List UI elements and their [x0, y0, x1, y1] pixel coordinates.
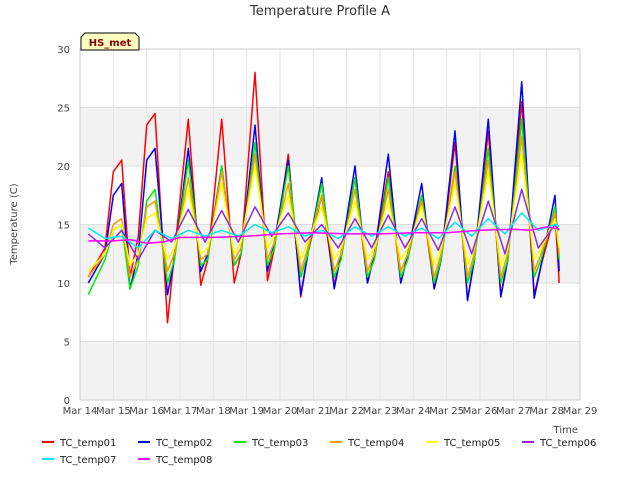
legend-item: TC_temp03 [234, 438, 308, 449]
plot-band [80, 341, 580, 400]
legend-item: TC_temp07 [42, 455, 116, 466]
plot-band [80, 283, 580, 342]
x-tick-label: Mar 15 [96, 406, 131, 417]
legend-label: TC_temp06 [539, 438, 596, 449]
plot-band [80, 166, 580, 225]
x-tick-label: Mar 27 [496, 406, 531, 417]
series-line-tc-temp05 [87, 153, 560, 272]
legend-item: TC_temp06 [522, 438, 596, 449]
x-tick-label: Mar 14 [63, 406, 98, 417]
legend-label: TC_temp03 [251, 438, 308, 449]
x-tick-label: Mar 19 [229, 406, 264, 417]
x-tick-label: Mar 29 [563, 406, 598, 417]
series-line-tc-temp08 [88, 226, 560, 244]
plot-band [80, 107, 580, 166]
station-label: HS_met [89, 38, 132, 49]
series-line-tc-temp02 [87, 81, 560, 302]
plot-band [80, 49, 580, 108]
x-tick-label: Mar 16 [129, 406, 164, 417]
legend-label: TC_temp01 [59, 438, 116, 449]
y-tick-label: 15 [57, 221, 70, 232]
legend-label: TC_temp02 [155, 438, 212, 449]
legend-label: TC_temp08 [155, 455, 212, 466]
x-tick-label: Mar 28 [529, 406, 564, 417]
legend-item: TC_temp02 [138, 438, 212, 449]
series-line-tc-temp07 [87, 212, 560, 249]
x-tick-label: Mar 26 [463, 406, 498, 417]
y-tick-label: 20 [57, 162, 70, 173]
x-tick-label: Mar 17 [163, 406, 198, 417]
x-tick-label: Mar 21 [296, 406, 331, 417]
legend-label: TC_temp05 [443, 438, 500, 449]
y-axis-ticks: 0 5 10 15 20 25 30 [57, 45, 70, 407]
series-line-tc-temp04 [87, 136, 560, 278]
plot-area-border [79, 48, 581, 401]
legend-item: TC_temp04 [330, 438, 404, 449]
legend-item: TC_temp08 [138, 455, 212, 466]
x-tick-label: Mar 20 [263, 406, 298, 417]
station-label-box: HS_met [80, 32, 140, 51]
x-tick-label: Mar 24 [396, 406, 431, 417]
x-axis-label: Time [553, 425, 578, 436]
y-tick-label: 0 [64, 396, 70, 407]
y-tick-label: 25 [57, 104, 70, 115]
x-tick-label: Mar 22 [329, 406, 364, 417]
legend-label: TC_temp04 [347, 438, 404, 449]
y-tick-label: 30 [57, 45, 70, 56]
y-tick-label: 5 [64, 338, 70, 349]
legend-item: TC_temp05 [426, 438, 500, 449]
y-axis-label: Temperature (C) [9, 183, 20, 265]
series-group [87, 71, 560, 324]
legend: TC_temp01 TC_temp02 TC_temp03 TC_temp04 TC_t… [42, 438, 596, 466]
y-tick-label: 10 [57, 279, 70, 290]
legend-label: TC_temp07 [59, 455, 116, 466]
x-tick-label: Mar 18 [196, 406, 231, 417]
plot-bands [80, 49, 580, 400]
x-tick-label: Mar 23 [363, 406, 398, 417]
chart-title: Temperature Profile A [249, 4, 390, 19]
x-tick-label: Mar 25 [429, 406, 464, 417]
legend-item: TC_temp01 [42, 438, 116, 449]
